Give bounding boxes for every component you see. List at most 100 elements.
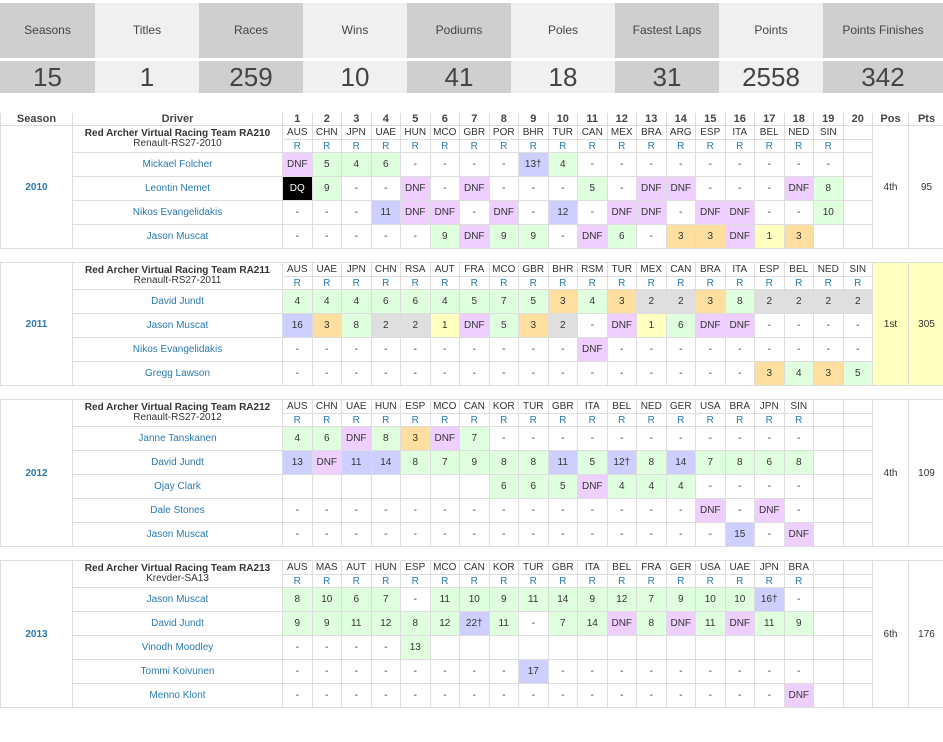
race-type-link[interactable]: R: [311, 139, 342, 153]
race-code-mco[interactable]: MCO: [429, 399, 460, 414]
race-code-can[interactable]: CAN: [459, 560, 490, 575]
race-type-link[interactable]: R: [783, 139, 814, 153]
race-code-arg[interactable]: ARG: [665, 125, 696, 140]
race-code-can[interactable]: CAN: [577, 125, 608, 140]
race-type-link[interactable]: R: [400, 574, 431, 588]
race-code-chn[interactable]: CHN: [370, 262, 401, 277]
race-code-gbr[interactable]: GBR: [547, 560, 578, 575]
race-type-link[interactable]: R: [429, 574, 460, 588]
race-type-link[interactable]: R: [665, 574, 696, 588]
race-type-link[interactable]: R: [724, 574, 755, 588]
driver-name-link[interactable]: Jason Muscat: [72, 587, 283, 612]
race-code-por[interactable]: POR: [488, 125, 519, 140]
race-type-link[interactable]: R: [636, 413, 667, 427]
race-code-bel[interactable]: BEL: [606, 560, 637, 575]
race-code-jpn[interactable]: JPN: [754, 399, 785, 414]
race-code-hun[interactable]: HUN: [370, 560, 401, 575]
race-type-link[interactable]: R: [842, 276, 873, 290]
race-code-uae[interactable]: UAE: [311, 262, 342, 277]
driver-name-link[interactable]: David Jundt: [72, 289, 283, 314]
race-type-link[interactable]: R: [400, 139, 431, 153]
race-type-link[interactable]: R: [724, 413, 755, 427]
race-type-link[interactable]: R: [783, 574, 814, 588]
race-code-usa[interactable]: USA: [695, 560, 726, 575]
race-type-link[interactable]: R: [518, 276, 549, 290]
race-type-link[interactable]: R: [547, 413, 578, 427]
race-code-gbr[interactable]: GBR: [547, 399, 578, 414]
race-type-link[interactable]: R: [606, 574, 637, 588]
race-type-link[interactable]: R: [724, 139, 755, 153]
race-type-link[interactable]: R: [518, 139, 549, 153]
race-type-link[interactable]: R: [311, 276, 342, 290]
race-type-link[interactable]: R: [282, 139, 313, 153]
driver-name-link[interactable]: David Jundt: [72, 450, 283, 475]
race-code-bhr[interactable]: BHR: [547, 262, 578, 277]
race-type-link[interactable]: R: [783, 276, 814, 290]
driver-name-link[interactable]: Menno Klont: [72, 683, 283, 708]
race-code-aus[interactable]: AUS: [282, 560, 313, 575]
driver-name-link[interactable]: David Jundt: [72, 611, 283, 636]
race-type-link[interactable]: R: [282, 276, 313, 290]
race-type-link[interactable]: R: [547, 574, 578, 588]
race-code-usa[interactable]: USA: [695, 399, 726, 414]
driver-name-link[interactable]: Tommi Koivunen: [72, 659, 283, 684]
season-year-link[interactable]: 2010: [0, 125, 73, 249]
race-type-link[interactable]: R: [488, 574, 519, 588]
race-code-sin[interactable]: SIN: [842, 262, 873, 277]
race-type-link[interactable]: R: [606, 139, 637, 153]
race-code-sin[interactable]: SIN: [813, 125, 844, 140]
race-type-link[interactable]: R: [724, 276, 755, 290]
race-code-mco[interactable]: MCO: [429, 125, 460, 140]
race-code-sin[interactable]: SIN: [783, 399, 814, 414]
race-type-link[interactable]: R: [754, 574, 785, 588]
race-code-bra[interactable]: BRA: [724, 399, 755, 414]
race-type-link[interactable]: R: [547, 139, 578, 153]
race-code-ita[interactable]: ITA: [724, 125, 755, 140]
race-type-link[interactable]: R: [606, 276, 637, 290]
race-code-jpn[interactable]: JPN: [341, 262, 372, 277]
race-code-ita[interactable]: ITA: [724, 262, 755, 277]
race-code-aus[interactable]: AUS: [282, 399, 313, 414]
race-type-link[interactable]: R: [695, 139, 726, 153]
race-type-link[interactable]: R: [518, 574, 549, 588]
driver-name-link[interactable]: Jason Muscat: [72, 522, 283, 547]
race-code-tur[interactable]: TUR: [547, 125, 578, 140]
race-code-can[interactable]: CAN: [665, 262, 696, 277]
race-type-link[interactable]: R: [577, 276, 608, 290]
race-code-can[interactable]: CAN: [459, 399, 490, 414]
race-type-link[interactable]: R: [665, 413, 696, 427]
race-code-hun[interactable]: HUN: [400, 125, 431, 140]
race-code-aus[interactable]: AUS: [282, 125, 313, 140]
race-code-hun[interactable]: HUN: [370, 399, 401, 414]
race-code-bel[interactable]: BEL: [754, 125, 785, 140]
race-code-esp[interactable]: ESP: [400, 560, 431, 575]
race-code-bra[interactable]: BRA: [636, 125, 667, 140]
race-type-link[interactable]: R: [754, 139, 785, 153]
race-type-link[interactable]: R: [577, 413, 608, 427]
race-code-tur[interactable]: TUR: [606, 262, 637, 277]
race-type-link[interactable]: R: [488, 276, 519, 290]
race-type-link[interactable]: R: [754, 413, 785, 427]
race-type-link[interactable]: R: [370, 574, 401, 588]
race-code-aus[interactable]: AUS: [282, 262, 313, 277]
race-code-mex[interactable]: MEX: [606, 125, 637, 140]
race-code-bel[interactable]: BEL: [783, 262, 814, 277]
race-type-link[interactable]: R: [311, 413, 342, 427]
race-code-mco[interactable]: MCO: [488, 262, 519, 277]
race-code-bra[interactable]: BRA: [695, 262, 726, 277]
driver-name-link[interactable]: Nikos Evangelidakis: [72, 337, 283, 362]
race-type-link[interactable]: R: [459, 139, 490, 153]
race-type-link[interactable]: R: [813, 139, 844, 153]
race-code-gbr[interactable]: GBR: [459, 125, 490, 140]
race-code-mco[interactable]: MCO: [429, 560, 460, 575]
race-type-link[interactable]: R: [341, 139, 372, 153]
driver-name-link[interactable]: Mickael Folcher: [72, 152, 283, 177]
season-year-link[interactable]: 2013: [0, 560, 73, 708]
race-code-ned[interactable]: NED: [813, 262, 844, 277]
driver-name-link[interactable]: Leontin Nemet: [72, 176, 283, 201]
race-type-link[interactable]: R: [429, 276, 460, 290]
race-type-link[interactable]: R: [488, 413, 519, 427]
race-type-link[interactable]: R: [459, 413, 490, 427]
race-code-ned[interactable]: NED: [636, 399, 667, 414]
race-code-tur[interactable]: TUR: [518, 560, 549, 575]
